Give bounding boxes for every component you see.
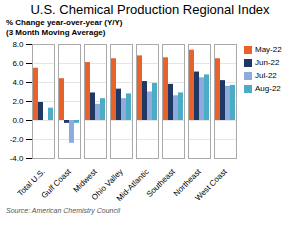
svg-text:4.0: 4.0 bbox=[12, 78, 24, 87]
html-text:Source: American Chemistry Cou: Source: American Chemistry Council bbox=[6, 207, 121, 214]
svg-text:-4.0: -4.0 bbox=[10, 154, 24, 163]
svg-text:Northeast: Northeast bbox=[171, 167, 203, 199]
svg-text:8.0: 8.0 bbox=[12, 40, 24, 49]
svg-text:6.0: 6.0 bbox=[12, 59, 24, 68]
svg-text:0.0: 0.0 bbox=[12, 116, 24, 125]
html-text:(3 Month Moving Average): (3 Month Moving Average) bbox=[6, 28, 106, 37]
html-text:U.S. Chemical Production Regio: U.S. Chemical Production Regional Index bbox=[30, 2, 270, 17]
html-text:Jun-22: Jun-22 bbox=[255, 58, 280, 67]
svg-text:-2.0: -2.0 bbox=[10, 135, 24, 144]
svg-text:West Coast: West Coast bbox=[193, 167, 229, 203]
svg-text:2.0: 2.0 bbox=[12, 97, 24, 106]
html-text:Aug-22: Aug-22 bbox=[255, 84, 281, 93]
html-text:May-22: May-22 bbox=[255, 45, 282, 54]
svg-text:Ohio Valley: Ohio Valley bbox=[89, 167, 125, 203]
svg-text:Mid-Atlantic: Mid-Atlantic bbox=[115, 167, 151, 203]
svg-text:Total U.S.: Total U.S. bbox=[15, 167, 47, 199]
html-text:Jul-22: Jul-22 bbox=[255, 71, 277, 80]
svg-text:Southeast: Southeast bbox=[145, 167, 177, 199]
svg-text:Gulf Coast: Gulf Coast bbox=[40, 167, 74, 201]
svg-text:Midwest: Midwest bbox=[71, 167, 99, 195]
html-text:% Change year-over-year (Y/Y): % Change year-over-year (Y/Y) bbox=[6, 18, 123, 27]
